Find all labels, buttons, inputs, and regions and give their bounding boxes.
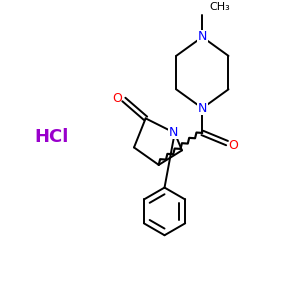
- Text: O: O: [229, 139, 238, 152]
- Text: O: O: [112, 92, 122, 104]
- Text: N: N: [198, 102, 207, 115]
- Text: N: N: [169, 126, 178, 139]
- Text: CH₃: CH₃: [210, 2, 230, 12]
- Text: HCl: HCl: [34, 128, 68, 146]
- Text: N: N: [198, 31, 207, 44]
